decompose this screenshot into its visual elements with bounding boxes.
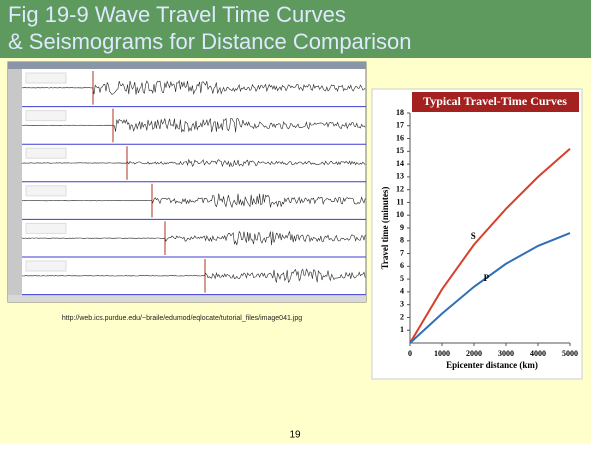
y-tick-label: 5 <box>400 274 404 283</box>
y-tick-label: 10 <box>396 210 404 219</box>
y-tick-label: 8 <box>400 236 404 245</box>
seismogram-image <box>8 62 366 302</box>
x-axis-label: Epicenter distance (km) <box>446 360 538 370</box>
y-tick-label: 7 <box>400 248 404 257</box>
y-tick-label: 12 <box>396 184 404 193</box>
y-tick-label: 18 <box>396 108 404 117</box>
y-tick-label: 15 <box>396 146 404 155</box>
y-tick-label: 17 <box>396 121 404 130</box>
y-tick-label: 6 <box>400 261 404 270</box>
slide: Fig 19-9 Wave Travel Time Curves & Seism… <box>0 0 591 444</box>
y-tick-label: 2 <box>400 312 404 321</box>
row-label <box>26 111 66 121</box>
y-tick-label: 1 <box>400 325 404 334</box>
y-tick-label: 13 <box>396 172 404 181</box>
title-line: Fig 19-9 Wave Travel Time Curves <box>8 2 346 27</box>
y-axis-label: Travel time (minutes) <box>380 187 390 270</box>
y-tick-label: 4 <box>400 287 404 296</box>
x-tick-label: 0 <box>408 349 412 358</box>
row-label <box>26 73 66 83</box>
x-tick-label: 4000 <box>530 349 546 358</box>
x-tick-label: 2000 <box>466 349 482 358</box>
series-label: P <box>484 273 490 283</box>
title-line: & Seismograms for Distance Comparison <box>8 29 411 54</box>
y-tick-label: 16 <box>396 133 404 142</box>
y-tick-label: 14 <box>396 159 404 168</box>
page: Fig 19-9 Wave Travel Time Curves & Seism… <box>0 0 591 444</box>
chart-title: Typical Travel-Time Curves <box>423 94 567 108</box>
window-bar <box>8 62 366 69</box>
row-label <box>26 186 66 196</box>
y-tick-label: 11 <box>396 197 404 206</box>
caption: http://web.ics.purdue.edu/~braile/edumod… <box>62 315 302 322</box>
row-label <box>26 148 66 158</box>
y-tick-label: 3 <box>400 299 404 308</box>
x-tick-label: 5000 <box>562 349 578 358</box>
y-tick-label: 9 <box>400 223 404 232</box>
row-label <box>26 223 66 233</box>
page-number: 19 <box>289 430 301 441</box>
x-tick-label: 3000 <box>498 349 514 358</box>
side-strip <box>8 69 22 295</box>
series-label: S <box>471 231 476 241</box>
row-label <box>26 261 66 271</box>
x-tick-label: 1000 <box>434 349 450 358</box>
scroll-bar <box>8 295 366 302</box>
